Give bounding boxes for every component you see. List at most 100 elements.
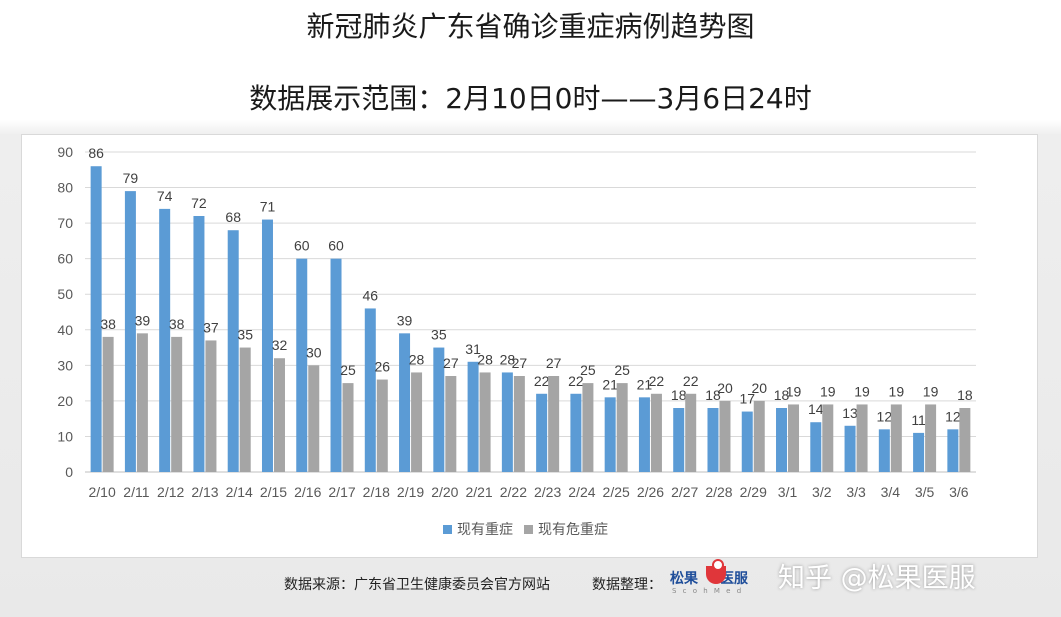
bar-critical <box>753 400 765 472</box>
data-label-severe: 18 <box>671 387 687 403</box>
x-tick-label: 3/6 <box>949 484 969 500</box>
bar-critical <box>342 383 354 472</box>
bar-severe <box>741 411 753 472</box>
x-tick-label: 2/29 <box>740 484 767 500</box>
x-tick-label: 3/3 <box>846 484 866 500</box>
data-label-severe: 17 <box>739 391 755 407</box>
x-tick-label: 2/10 <box>89 484 116 500</box>
x-tick-label: 2/16 <box>294 484 321 500</box>
data-label-severe: 71 <box>260 199 276 215</box>
data-label-severe: 22 <box>568 373 584 389</box>
bar-critical <box>205 340 217 472</box>
bar-critical <box>788 404 800 472</box>
data-label-severe: 68 <box>225 209 241 225</box>
data-label-critical: 22 <box>649 373 665 389</box>
data-label-critical: 38 <box>169 316 185 332</box>
bar-critical <box>650 393 662 472</box>
chart-panel: 0 10 20 30 40 50 60 70 80 90 86 38 2/10 79 39 2/11 74 38 2… <box>21 134 1038 558</box>
data-source-note: 数据来源：广东省卫生健康委员会官方网站 <box>284 577 550 593</box>
y-tick-label: 0 <box>65 464 73 480</box>
data-label-critical: 27 <box>512 355 528 371</box>
bar-critical <box>308 365 320 472</box>
x-tick-label: 3/4 <box>881 484 901 500</box>
bar-critical <box>685 393 697 472</box>
chart-title: 新冠肺炎广东省确诊重症病例趋势图 <box>306 10 755 43</box>
x-tick-label: 3/1 <box>778 484 798 500</box>
data-label-severe: 13 <box>842 405 858 421</box>
data-label-severe: 11 <box>911 412 926 428</box>
data-label-severe: 79 <box>123 170 139 186</box>
bar-severe <box>433 347 445 472</box>
data-label-critical: 26 <box>374 359 390 375</box>
legend-swatch <box>443 525 452 534</box>
data-label-severe: 18 <box>774 387 790 403</box>
bar-severe <box>947 429 959 472</box>
bar-critical <box>856 404 868 472</box>
data-label-critical: 20 <box>751 380 767 396</box>
x-tick-label: 2/17 <box>328 484 355 500</box>
data-label-critical: 39 <box>135 312 151 328</box>
bowl-icon <box>706 559 726 584</box>
bar-severe <box>159 208 171 472</box>
bar-critical <box>171 336 183 472</box>
y-tick-label: 80 <box>57 180 73 196</box>
data-label-critical: 19 <box>820 383 836 399</box>
bar-critical <box>102 336 114 472</box>
bar-severe <box>296 258 308 472</box>
x-tick-label: 2/28 <box>705 484 732 500</box>
data-label-critical: 18 <box>957 387 973 403</box>
x-tick-label: 2/25 <box>603 484 630 500</box>
bar-severe <box>330 258 342 472</box>
scohmed-logo: 松果 医服 S c o h M e d <box>670 559 760 600</box>
bar-critical <box>136 333 148 472</box>
bar-critical <box>239 347 251 472</box>
data-label-critical: 25 <box>614 362 630 378</box>
bar-severe <box>776 408 788 472</box>
data-label-severe: 21 <box>602 376 618 392</box>
data-label-severe: 46 <box>362 287 378 303</box>
y-tick-label: 60 <box>57 251 73 267</box>
bar-severe <box>878 429 890 472</box>
data-label-critical: 22 <box>683 373 699 389</box>
data-label-severe: 60 <box>328 238 344 254</box>
x-tick-label: 2/22 <box>500 484 527 500</box>
x-tick-label: 2/26 <box>637 484 664 500</box>
x-tick-label: 3/5 <box>915 484 935 500</box>
data-organizer-label: 数据整理： <box>592 577 662 593</box>
data-label-severe: 31 <box>465 341 481 357</box>
data-label-severe: 60 <box>294 238 310 254</box>
bar-critical <box>822 404 834 472</box>
bar-severe <box>673 408 685 472</box>
data-label-severe: 74 <box>157 188 173 204</box>
data-label-severe: 86 <box>88 145 104 161</box>
data-label-critical: 28 <box>409 351 425 367</box>
bar-severe <box>913 432 925 472</box>
legend-label: 现有重症 <box>457 522 513 538</box>
data-label-critical: 20 <box>717 380 733 396</box>
bar-critical <box>959 408 971 472</box>
data-label-critical: 25 <box>340 362 356 378</box>
bar-critical <box>548 376 560 472</box>
data-label-severe: 18 <box>705 387 721 403</box>
data-label-severe: 21 <box>637 376 653 392</box>
data-label-critical: 27 <box>546 355 562 371</box>
bar-severe <box>638 397 650 472</box>
bar-severe <box>227 230 239 472</box>
bar-chart: 0 10 20 30 40 50 60 70 80 90 86 38 2/10 79 39 2/11 74 38 2… <box>57 144 976 538</box>
bar-critical <box>890 404 902 472</box>
x-tick-label: 2/19 <box>397 484 424 500</box>
bar-severe <box>90 166 102 472</box>
bar-critical <box>445 376 457 472</box>
x-tick-label: 2/23 <box>534 484 561 500</box>
data-label-critical: 19 <box>923 383 939 399</box>
y-tick-label: 50 <box>57 286 73 302</box>
bar-severe <box>467 361 479 472</box>
bar-critical <box>925 404 937 472</box>
x-tick-label: 3/2 <box>812 484 832 500</box>
data-label-critical: 19 <box>786 383 802 399</box>
bar-severe <box>193 216 205 472</box>
data-label-severe: 39 <box>397 312 413 328</box>
data-label-critical: 35 <box>237 327 253 343</box>
x-tick-label: 2/11 <box>123 484 149 500</box>
legend-label: 现有危重症 <box>538 522 608 538</box>
